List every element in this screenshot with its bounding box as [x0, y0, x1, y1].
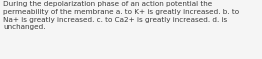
Text: During the depolarization phase of an action potential the
permeability of the m: During the depolarization phase of an ac… — [3, 1, 239, 30]
